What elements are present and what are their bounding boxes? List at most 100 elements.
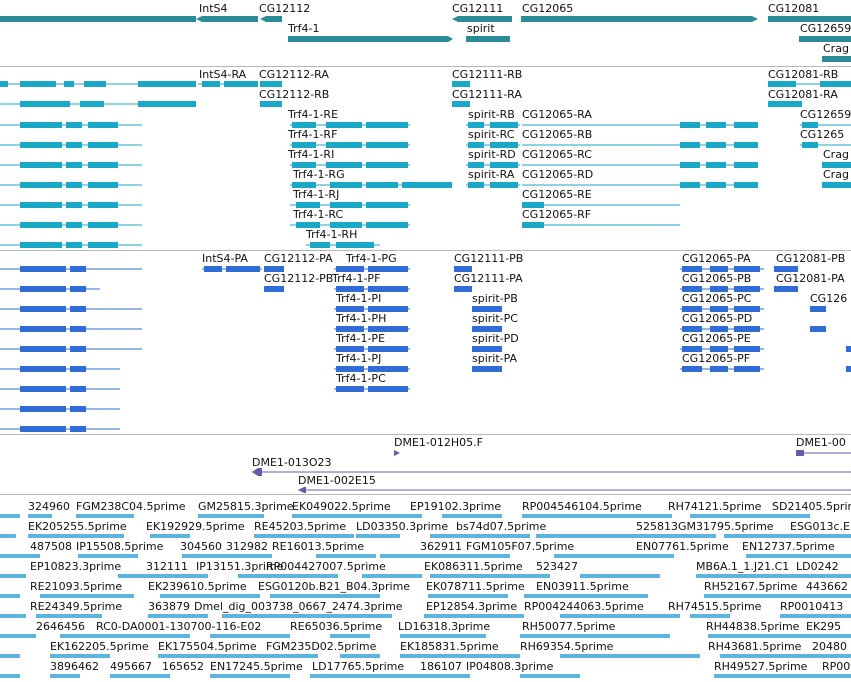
gene-label[interactable]: spirit [467, 22, 495, 35]
transcript-label[interactable]: CG12065-RF [522, 208, 592, 221]
est-label[interactable]: 363879 [148, 600, 190, 613]
transcript-glyph[interactable] [334, 346, 410, 352]
gene-glyph[interactable] [0, 16, 196, 22]
transcript-glyph[interactable] [768, 81, 851, 87]
transcript-glyph[interactable] [822, 162, 851, 168]
transcript-label[interactable]: CG12065-RB [522, 128, 593, 141]
transcript-glyph[interactable] [290, 222, 410, 228]
est-label[interactable]: 20480 [812, 640, 847, 653]
est-label[interactable]: LD03350.3prime [356, 520, 449, 533]
est-glyph[interactable] [442, 514, 502, 518]
transcript-glyph[interactable] [0, 222, 142, 228]
transcript-glyph[interactable] [466, 142, 520, 148]
transcript-label[interactable]: CG12112-RB [259, 88, 330, 101]
est-glyph[interactable] [238, 574, 338, 578]
transcript-glyph[interactable] [810, 306, 826, 312]
est-glyph[interactable] [424, 614, 524, 618]
transcript-glyph[interactable] [0, 242, 142, 248]
est-glyph[interactable] [182, 554, 272, 558]
transcript-glyph[interactable] [0, 306, 142, 312]
est-glyph[interactable] [400, 634, 486, 638]
est-label[interactable]: bs74d07.5prime [456, 520, 547, 533]
est-glyph[interactable] [330, 634, 370, 638]
est-glyph[interactable] [0, 534, 16, 538]
transcript-glyph[interactable] [472, 326, 502, 332]
est-glyph[interactable] [380, 554, 510, 558]
transcript-label[interactable]: CG12111-PA [454, 272, 523, 285]
est-glyph[interactable] [254, 534, 354, 538]
transcript-glyph[interactable] [452, 101, 470, 107]
clone-glyph[interactable] [252, 468, 851, 476]
est-glyph[interactable] [704, 594, 851, 598]
transcript-label[interactable]: CG12112-RA [259, 68, 329, 81]
est-label[interactable]: 523427 [536, 560, 578, 573]
est-label[interactable]: EN12737.5prime [742, 540, 835, 553]
est-glyph[interactable] [0, 614, 26, 618]
transcript-glyph[interactable] [0, 286, 100, 292]
est-glyph[interactable] [160, 594, 260, 598]
est-glyph[interactable] [714, 674, 851, 678]
transcript-label[interactable]: spirit-PB [472, 292, 518, 305]
gene-glyph[interactable] [799, 36, 851, 42]
est-label[interactable]: EN03911.5prime [536, 580, 629, 593]
est-glyph[interactable] [0, 674, 20, 678]
transcript-glyph[interactable] [680, 366, 764, 372]
transcript-glyph[interactable] [680, 346, 764, 352]
est-glyph[interactable] [400, 654, 520, 658]
transcript-label[interactable]: Crag [823, 168, 849, 181]
est-glyph[interactable] [36, 614, 102, 618]
est-label[interactable]: 525813 [636, 520, 678, 533]
est-label[interactable]: IP15508.5prime [76, 540, 164, 553]
est-label[interactable]: RH74121.5prime [668, 500, 762, 513]
est-label[interactable]: MB6A.1_1.J21.C1 [696, 560, 790, 573]
est-label[interactable]: 3896462 [50, 660, 99, 673]
transcript-glyph[interactable] [810, 326, 826, 332]
est-glyph[interactable] [148, 614, 208, 618]
est-label[interactable]: 487508 [30, 540, 72, 553]
transcript-glyph[interactable] [0, 122, 142, 128]
est-glyph[interactable] [746, 554, 851, 558]
transcript-glyph[interactable] [306, 242, 380, 248]
est-label[interactable]: EN07761.5prime [636, 540, 729, 553]
est-glyph[interactable] [50, 654, 110, 658]
est-label[interactable]: EK175504.5prime [158, 640, 257, 653]
transcript-label[interactable]: spirit-PC [472, 312, 518, 325]
transcript-glyph[interactable] [0, 326, 142, 332]
est-glyph[interactable] [430, 534, 530, 538]
est-glyph[interactable] [78, 554, 138, 558]
transcript-glyph[interactable] [680, 306, 764, 312]
transcript-glyph[interactable] [290, 142, 410, 148]
transcript-label[interactable]: Trf4-1-RI [288, 148, 335, 161]
transcript-label[interactable]: Trf4-1-RF [288, 128, 338, 141]
est-glyph[interactable] [222, 614, 392, 618]
est-glyph[interactable] [316, 554, 376, 558]
transcript-label[interactable]: IntS4-RA [199, 68, 247, 81]
transcript-glyph[interactable] [680, 326, 764, 332]
est-label[interactable]: Dmel_dig_003738_0667_2474.3prime [194, 600, 403, 613]
est-label[interactable]: EK162205.5prime [50, 640, 149, 653]
est-glyph[interactable] [0, 654, 20, 658]
transcript-glyph[interactable] [800, 142, 851, 148]
est-glyph[interactable] [536, 534, 716, 538]
est-label[interactable]: EK049022.5prime [292, 500, 391, 513]
est-label[interactable]: 304560 [180, 540, 222, 553]
est-glyph[interactable] [690, 614, 730, 618]
transcript-glyph[interactable] [472, 366, 502, 372]
transcript-label[interactable]: CG12081-RB [768, 68, 839, 81]
transcript-label[interactable]: Trf4-1-RH [306, 228, 358, 241]
est-glyph[interactable] [150, 534, 190, 538]
transcript-glyph[interactable] [774, 286, 798, 292]
transcript-glyph[interactable] [0, 162, 142, 168]
transcript-glyph[interactable] [290, 162, 410, 168]
est-label[interactable]: EK295 [806, 620, 842, 633]
transcript-glyph[interactable] [466, 162, 520, 168]
est-label[interactable]: FGM235D02.5prime [266, 640, 377, 653]
transcript-glyph[interactable] [472, 306, 502, 312]
est-label[interactable]: EP10823.3prime [30, 560, 122, 573]
transcript-label[interactable]: spirit-RD [468, 148, 516, 161]
transcript-glyph[interactable] [202, 266, 262, 272]
transcript-glyph[interactable] [846, 366, 851, 372]
est-label[interactable]: EP12854.3prime [426, 600, 518, 613]
est-glyph[interactable] [724, 534, 851, 538]
transcript-label[interactable]: CG12065-PC [682, 292, 752, 305]
